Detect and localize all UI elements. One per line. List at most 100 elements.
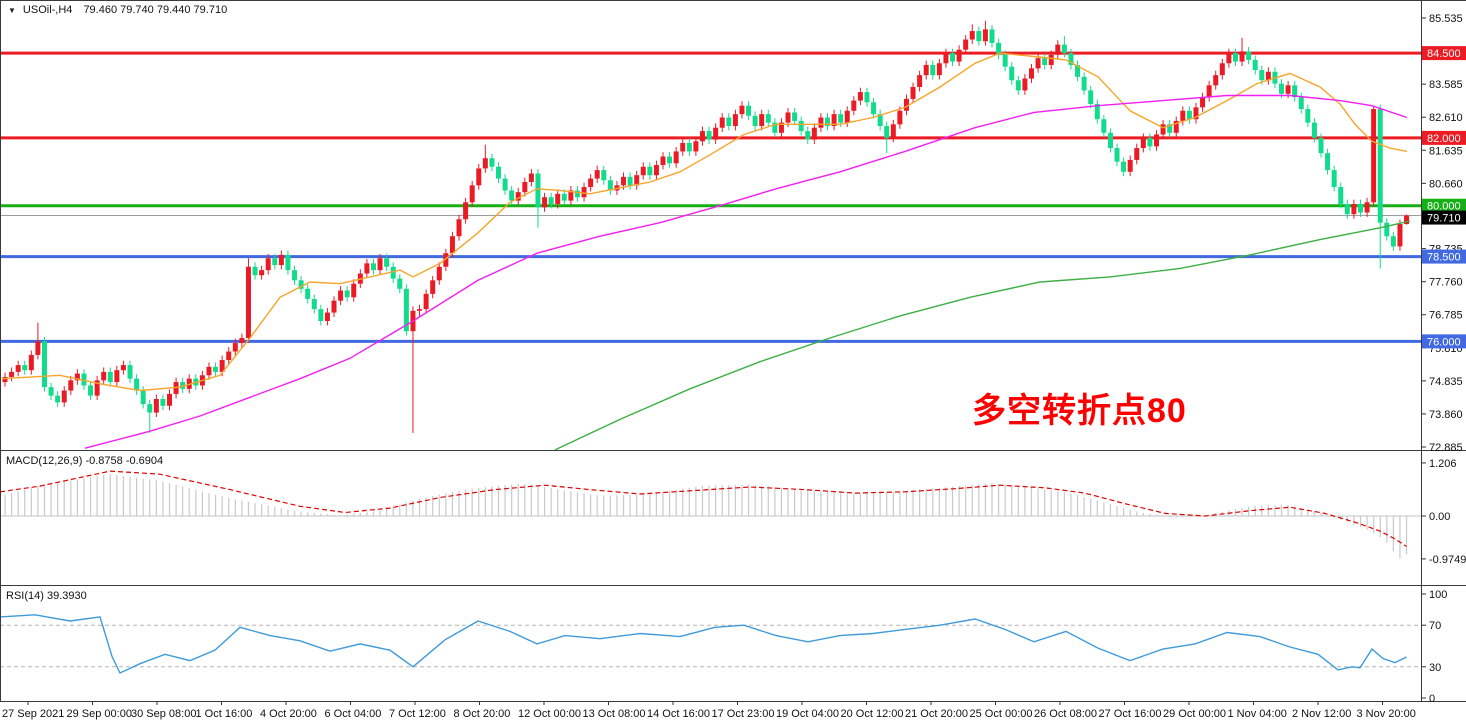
date-label: 27 Sep 2021 (2, 708, 64, 720)
axis-tick-label: 85.535 (1429, 13, 1463, 25)
candle-body (1344, 204, 1350, 215)
candle-body (680, 142, 686, 152)
candle-body (1055, 44, 1061, 55)
candle-body (1114, 148, 1120, 162)
candle-body (259, 270, 265, 276)
axis-tick-label: 81.635 (1429, 145, 1463, 157)
rsi-axis-label: 70 (1429, 620, 1441, 632)
candle-body (213, 366, 219, 372)
candle-body (430, 280, 436, 294)
candle-body (232, 343, 238, 352)
candle-body (910, 87, 916, 99)
candle-body (871, 102, 877, 115)
candle-body (1364, 202, 1370, 213)
candle-body (101, 371, 107, 381)
date-label: 2 Nov 12:00 (1292, 708, 1351, 720)
candle-body (1279, 83, 1285, 94)
candle-body (792, 112, 798, 121)
candle-body (982, 29, 988, 42)
candle-body (884, 126, 890, 138)
candle-body (667, 156, 673, 164)
price-axis[interactable]: 85.53583.58582.61081.63580.66078.73577.7… (1421, 13, 1466, 705)
candle-body (1292, 85, 1298, 98)
candlestick-series[interactable] (2, 20, 1410, 433)
candle-body (1397, 224, 1403, 247)
candle-body (726, 117, 732, 127)
candle-body (594, 170, 600, 179)
candle-body (1042, 58, 1048, 65)
symbol-quote-bar: ▼ USOil-,H4 79.460 79.740 79.440 79.710 (8, 4, 227, 16)
rsi-axis-label: 0 (1429, 693, 1435, 705)
candle-body (607, 180, 613, 191)
candle-body (950, 53, 956, 62)
candle-body (1219, 63, 1225, 76)
candle-body (548, 197, 554, 205)
candle-body (1088, 90, 1094, 104)
candle-body (390, 266, 396, 279)
symbol-dropdown-icon[interactable]: ▼ (8, 5, 16, 15)
candle-body (1028, 68, 1034, 79)
date-axis[interactable]: 27 Sep 2021 29 Sep 00:00 30 Sep 08:00 1 Oct… (2, 701, 1416, 721)
candle-body (515, 192, 521, 201)
candle-body (1022, 78, 1028, 91)
level-76.000-badge-label: 76.000 (1427, 336, 1461, 348)
level-82.000-badge (1422, 130, 1466, 145)
candle-body (660, 156, 666, 166)
candle-body (1325, 153, 1331, 171)
candle-body (443, 253, 449, 267)
candle-body (1404, 215, 1410, 225)
level-78.500-badge-label: 78.500 (1427, 252, 1461, 264)
candle-body (120, 365, 126, 371)
candle-body (1160, 124, 1166, 135)
date-label: 12 Oct 00:00 (518, 708, 581, 720)
rsi-axis-label: 30 (1429, 662, 1441, 674)
date-label: 29 Oct 00:00 (1163, 708, 1226, 720)
candle-body (1232, 53, 1238, 62)
candle-body (48, 387, 54, 396)
candle-body (252, 266, 258, 276)
candle-body (397, 278, 403, 289)
candle-body (377, 258, 383, 271)
candle-body (1311, 122, 1317, 138)
candle-body (331, 300, 337, 313)
candle-body (989, 29, 995, 43)
candle-body (1239, 51, 1245, 62)
rsi-axis-label: 100 (1429, 589, 1447, 601)
candle-body (1338, 187, 1344, 205)
candle-body (851, 100, 857, 111)
date-label: 19 Oct 04:00 (776, 708, 839, 720)
candle-body (601, 170, 607, 181)
candle-body (305, 288, 311, 299)
candle-body (1246, 51, 1252, 60)
candle-body (890, 124, 896, 138)
candle-body (265, 258, 271, 271)
candle-body (746, 105, 752, 116)
candle-body (502, 178, 508, 191)
candle-body (838, 114, 844, 123)
macd-indicator-label: MACD(12,26,9) -0.8758 -0.6904 (6, 455, 164, 467)
date-label: 6 Oct 04:00 (325, 708, 382, 720)
axis-tick-label: 82.610 (1429, 112, 1463, 124)
candle-body (1068, 53, 1074, 65)
candle-body (976, 31, 982, 42)
candle-body (805, 131, 811, 140)
candle-body (936, 63, 942, 76)
candle-body (1035, 58, 1041, 69)
candle-body (634, 175, 640, 186)
candle-body (88, 385, 94, 396)
candle-body (555, 193, 561, 205)
candle-body (1298, 97, 1304, 110)
date-label: 3 Nov 20:00 (1357, 708, 1416, 720)
candle-body (581, 187, 587, 198)
candle-body (482, 158, 488, 169)
candle-body (41, 341, 47, 388)
candle-body (752, 115, 758, 127)
axis-tick-label: 77.760 (1429, 277, 1463, 289)
candle-body (456, 219, 462, 237)
candle-body (285, 254, 291, 271)
candle-body (713, 127, 719, 140)
candle-body (55, 395, 61, 403)
candle-body (739, 105, 745, 115)
candle-body (1390, 236, 1396, 247)
